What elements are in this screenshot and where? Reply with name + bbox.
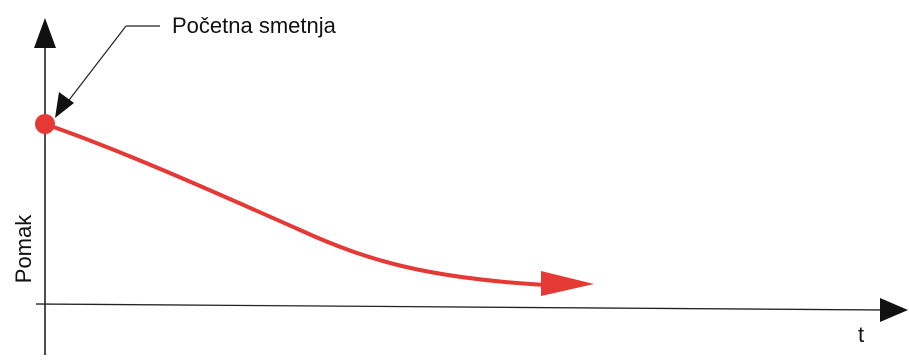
annotation-arrowhead-icon: [55, 92, 74, 118]
curve-arrowhead-icon: [541, 271, 594, 296]
displacement-curve: [43, 122, 547, 287]
x-axis-arrowhead-icon: [880, 298, 908, 322]
initial-disturbance-point: [35, 114, 55, 134]
x-axis-label: t: [858, 322, 864, 347]
x-axis-line: [35, 303, 883, 311]
y-axis-arrowhead-icon: [34, 18, 56, 48]
y-axis-label: Pomak: [11, 214, 36, 283]
annotation-label: Početna smetnja: [172, 13, 337, 38]
annotation-pointer-line: [65, 25, 127, 105]
